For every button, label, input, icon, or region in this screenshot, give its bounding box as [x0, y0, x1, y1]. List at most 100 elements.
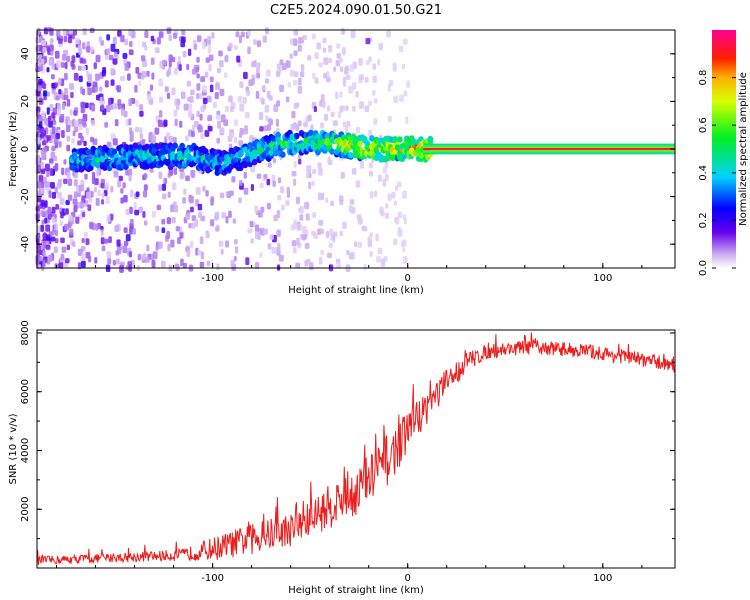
noise-cell	[314, 77, 319, 84]
noise-cell	[244, 125, 248, 132]
noise-cell	[159, 110, 163, 118]
noise-cell	[65, 199, 70, 206]
noise-cell	[240, 31, 245, 38]
noise-cell	[150, 35, 155, 42]
ridge-cell	[394, 144, 401, 151]
noise-cell	[123, 227, 128, 234]
noise-cell	[365, 38, 371, 45]
noise-cell	[190, 206, 194, 213]
noise-cell	[348, 205, 353, 213]
noise-cell	[38, 121, 43, 129]
noise-cell	[84, 102, 89, 109]
noise-cell	[73, 204, 78, 213]
noise-cell	[52, 120, 57, 126]
noise-cell	[335, 91, 339, 100]
noise-cell	[175, 226, 180, 232]
noise-cell	[104, 80, 109, 88]
noise-cell	[378, 174, 382, 180]
ridge-cell	[158, 159, 164, 167]
noise-cell	[235, 246, 239, 254]
noise-cell	[58, 141, 62, 148]
noise-cell	[320, 192, 325, 201]
noise-cell	[238, 140, 244, 146]
noise-cell	[295, 196, 301, 204]
y-tick-label: -40	[20, 236, 31, 252]
noise-cell	[221, 212, 226, 219]
noise-cell	[186, 249, 191, 257]
noise-cell	[125, 234, 131, 242]
noise-cell	[369, 232, 374, 238]
noise-cell	[106, 141, 112, 147]
noise-cell	[219, 60, 224, 68]
noise-cell	[64, 62, 68, 70]
noise-cell	[110, 79, 115, 86]
noise-cell	[100, 229, 104, 236]
noise-cell	[167, 191, 171, 198]
noise-cell	[120, 188, 124, 194]
noise-cell	[342, 48, 346, 56]
noise-cell	[345, 105, 349, 111]
noise-cell	[297, 85, 303, 94]
noise-cell	[74, 120, 79, 127]
y-tick-label: 2000	[20, 497, 31, 522]
noise-cell	[200, 132, 204, 140]
y-tick-label: 0	[20, 146, 31, 152]
noise-cell	[304, 242, 310, 249]
spectrogram-panel: -100 0 100 -40 -20 0 20 40 Height of straight …	[8, 27, 676, 296]
noise-cell	[224, 105, 230, 113]
noise-cell	[257, 212, 263, 218]
noise-cell	[293, 71, 299, 78]
noise-cell	[59, 113, 65, 122]
noise-cell	[40, 181, 45, 189]
noise-cell	[364, 105, 370, 113]
noise-cell	[190, 169, 196, 178]
noise-cell	[326, 230, 330, 239]
noise-cell	[106, 48, 111, 56]
noise-cell	[233, 119, 239, 127]
noise-cell	[225, 216, 229, 224]
ridge-cell	[244, 155, 251, 163]
noise-cell	[276, 71, 281, 78]
noise-cell	[386, 30, 391, 38]
noise-cell	[161, 193, 167, 200]
noise-cell	[311, 230, 316, 236]
noise-cell	[178, 64, 182, 72]
noise-cell	[90, 136, 94, 143]
noise-cell	[65, 208, 69, 215]
noise-cell	[207, 45, 212, 54]
noise-cell	[272, 157, 276, 164]
noise-cell	[219, 127, 225, 134]
ridge-cell	[280, 151, 286, 158]
noise-cell	[38, 115, 43, 123]
noise-cell	[251, 61, 256, 68]
noise-cell	[154, 127, 160, 135]
noise-cell	[65, 258, 70, 264]
noise-cell	[149, 167, 154, 173]
noise-cell	[307, 114, 312, 122]
noise-cell	[44, 163, 50, 172]
noise-cell	[139, 133, 144, 140]
noise-cell	[112, 259, 117, 266]
noise-cell	[373, 98, 378, 104]
noise-cell	[208, 63, 212, 72]
ridge-cell	[155, 143, 162, 150]
noise-cell	[89, 221, 94, 229]
noise-cell	[40, 168, 46, 174]
noise-cell	[88, 255, 92, 263]
noise-cell	[277, 177, 282, 184]
noise-cell	[341, 28, 345, 35]
noise-cell	[373, 190, 378, 198]
noise-cell	[323, 57, 329, 65]
x-tick-label: 0	[405, 273, 411, 284]
noise-cell	[185, 245, 191, 251]
noise-cell	[264, 27, 270, 35]
noise-cell	[146, 70, 150, 77]
noise-cell	[60, 61, 65, 69]
colorbar-tick-label: 0.8	[698, 70, 709, 86]
noise-cell	[161, 218, 166, 225]
noise-cell	[400, 240, 406, 248]
noise-cell	[189, 241, 194, 248]
ridge-cell	[186, 153, 192, 160]
noise-cell	[189, 195, 194, 204]
noise-cell	[114, 119, 119, 127]
